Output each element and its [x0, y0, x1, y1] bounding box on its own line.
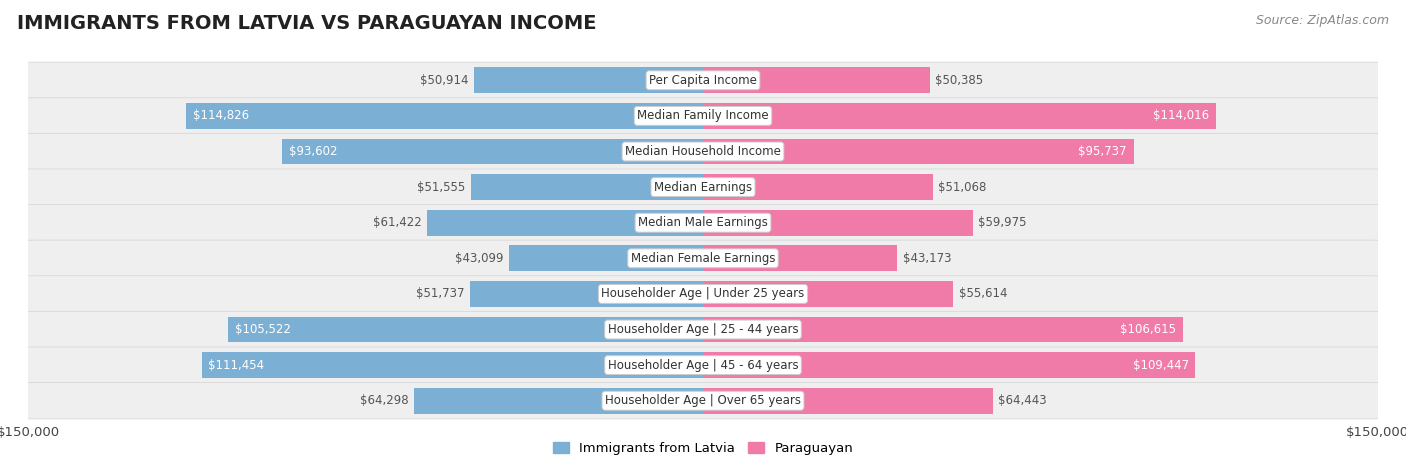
FancyBboxPatch shape [21, 311, 1385, 347]
Text: Householder Age | 25 - 44 years: Householder Age | 25 - 44 years [607, 323, 799, 336]
FancyBboxPatch shape [21, 205, 1385, 241]
Bar [201, 352, 703, 378]
Bar [703, 139, 1133, 164]
FancyBboxPatch shape [21, 240, 1385, 276]
FancyBboxPatch shape [21, 62, 1385, 99]
FancyBboxPatch shape [21, 134, 1385, 170]
FancyBboxPatch shape [21, 276, 1385, 312]
Text: $51,068: $51,068 [938, 181, 987, 194]
Text: $50,385: $50,385 [935, 74, 983, 87]
Legend: Immigrants from Latvia, Paraguayan: Immigrants from Latvia, Paraguayan [547, 437, 859, 460]
Text: $95,737: $95,737 [1078, 145, 1128, 158]
Text: $93,602: $93,602 [288, 145, 337, 158]
Text: $64,443: $64,443 [998, 394, 1047, 407]
Text: $43,173: $43,173 [903, 252, 950, 265]
Text: $59,975: $59,975 [979, 216, 1026, 229]
Bar [703, 67, 929, 93]
Text: Median Female Earnings: Median Female Earnings [631, 252, 775, 265]
Text: $109,447: $109,447 [1133, 359, 1188, 372]
Text: $106,615: $106,615 [1121, 323, 1175, 336]
Text: Householder Age | Under 25 years: Householder Age | Under 25 years [602, 287, 804, 300]
Bar [426, 210, 703, 235]
Text: $50,914: $50,914 [420, 74, 468, 87]
Text: $61,422: $61,422 [373, 216, 422, 229]
Bar [703, 317, 1182, 342]
Text: Householder Age | 45 - 64 years: Householder Age | 45 - 64 years [607, 359, 799, 372]
Bar [703, 174, 932, 200]
Text: $105,522: $105,522 [235, 323, 291, 336]
Bar [703, 388, 993, 414]
Text: $64,298: $64,298 [360, 394, 408, 407]
Bar [471, 174, 703, 200]
Bar [703, 210, 973, 235]
Bar [281, 139, 703, 164]
Bar [703, 352, 1195, 378]
Text: IMMIGRANTS FROM LATVIA VS PARAGUAYAN INCOME: IMMIGRANTS FROM LATVIA VS PARAGUAYAN INC… [17, 14, 596, 33]
Text: Median Family Income: Median Family Income [637, 109, 769, 122]
Text: $114,826: $114,826 [193, 109, 249, 122]
Text: Householder Age | Over 65 years: Householder Age | Over 65 years [605, 394, 801, 407]
Text: Median Male Earnings: Median Male Earnings [638, 216, 768, 229]
Bar [703, 246, 897, 271]
Bar [509, 246, 703, 271]
Bar [187, 103, 703, 129]
Bar [228, 317, 703, 342]
FancyBboxPatch shape [21, 169, 1385, 205]
FancyBboxPatch shape [21, 98, 1385, 134]
Bar [703, 103, 1216, 129]
Text: Per Capita Income: Per Capita Income [650, 74, 756, 87]
Text: $51,555: $51,555 [418, 181, 465, 194]
Text: Median Household Income: Median Household Income [626, 145, 780, 158]
Bar [470, 281, 703, 307]
Text: $43,099: $43,099 [456, 252, 503, 265]
FancyBboxPatch shape [21, 347, 1385, 383]
Text: $55,614: $55,614 [959, 287, 1007, 300]
Bar [413, 388, 703, 414]
FancyBboxPatch shape [21, 382, 1385, 419]
Bar [474, 67, 703, 93]
Bar [703, 281, 953, 307]
Text: $111,454: $111,454 [208, 359, 264, 372]
Text: $51,737: $51,737 [416, 287, 465, 300]
Text: Source: ZipAtlas.com: Source: ZipAtlas.com [1256, 14, 1389, 27]
Text: Median Earnings: Median Earnings [654, 181, 752, 194]
Text: $114,016: $114,016 [1153, 109, 1209, 122]
